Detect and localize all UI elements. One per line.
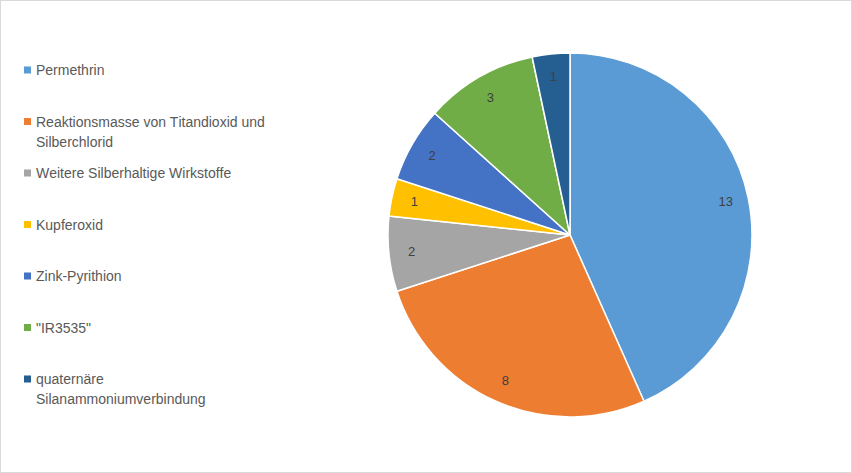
- legend-marker: [24, 273, 31, 280]
- data-label: 2: [408, 244, 415, 259]
- legend-marker: [24, 221, 31, 228]
- chart-frame: [1, 1, 852, 473]
- data-labels: 13 8 2 1 2 3 1: [408, 69, 733, 388]
- data-label: 1: [550, 69, 557, 84]
- legend-label: Reaktionsmasse von Titandioxid undSilber…: [36, 114, 265, 150]
- legend-marker: [24, 376, 31, 383]
- legend-label: "IR3535": [36, 320, 91, 336]
- legend-marker: [24, 118, 31, 125]
- legend-marker: [24, 67, 31, 74]
- data-label: 13: [719, 194, 733, 209]
- pie: [388, 53, 752, 417]
- legend-label: Weitere Silberhaltige Wirkstoffe: [36, 165, 232, 181]
- chart: 13 8 2 1 2 3 1 Permethrin Reaktionsmasse von Tit…: [0, 0, 852, 473]
- data-label: 3: [487, 90, 494, 105]
- data-label: 2: [428, 148, 435, 163]
- pie-slice: [532, 53, 570, 235]
- data-label: 1: [411, 194, 418, 209]
- legend-label: Permethrin: [36, 62, 104, 78]
- legend-marker: [24, 324, 31, 331]
- legend-label: quaternäreSilanammoniumverbindung: [36, 371, 206, 407]
- data-label: 8: [502, 373, 509, 388]
- legend-label: Kupferoxid: [36, 217, 103, 233]
- pie-slice: [435, 57, 570, 235]
- legend-label: Zink-Pyrithion: [36, 268, 122, 284]
- legend: Permethrin Reaktionsmasse von Titandioxid…: [24, 62, 265, 407]
- legend-marker: [24, 170, 31, 177]
